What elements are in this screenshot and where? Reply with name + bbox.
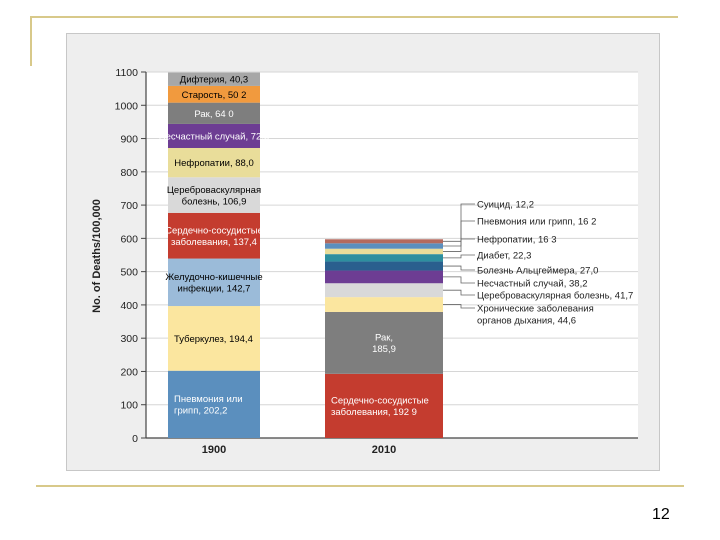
y-axis-ticks: 0 100 200 300 400 500 600 700 800 900 1000 1100 [115,67,146,445]
bar-segment [325,311,443,374]
x-tick-label: 2010 [372,444,396,456]
bar-1900-segment-label: Рак, 64 0 [194,109,233,120]
bar-2010-segment-label: Рак, [375,333,393,344]
callout-label: Болезнь Альцгеймера, 27,0 [477,266,598,277]
y-tick-label: 700 [120,200,138,212]
callout-leader [443,238,475,252]
bar-1900-segment-label: Желудочно-кишечные [165,272,262,283]
y-tick-label: 1000 [115,100,139,112]
bar-1900-segment-label: Несчастный случай, 72,3 [159,131,270,142]
y-tick-label: 900 [120,134,138,146]
callout-label: Хронические заболевания [477,304,594,315]
bar-segment [168,370,260,438]
callout-label: Несчастный случай, 38,2 [477,279,588,290]
bar-1900-segment-label: Сердечно-сосудистые [165,225,263,236]
y-tick-label: 0 [132,433,138,445]
decor-line-top [30,16,678,18]
callout-leader [443,254,475,259]
bar-1900-segment-label: болезнь, 106,9 [182,196,247,207]
y-tick-label: 1100 [115,67,138,79]
y-tick-label: 600 [120,233,138,245]
callout-label: Суицид, 12,2 [477,200,534,211]
bar-1900-segment-label: грипп, 202,2 [174,406,227,417]
callout-leader [443,276,475,284]
decor-line-left [30,16,32,66]
bar-2010-segment-label: Сердечно-сосудистые [331,396,429,407]
y-tick-label: 800 [120,167,138,179]
stacked-bar-chart: 0 100 200 300 400 500 600 700 800 900 1000 1100 No.… [91,67,638,456]
bar-segment [325,254,443,262]
y-axis-label: No. of Deaths/100,000 [91,199,103,313]
bar-segment [325,270,443,284]
bar-segment [325,297,443,312]
bar-segment [168,212,260,259]
bar-segment [168,306,260,371]
bar-segment [168,177,260,213]
callout-label: Цереброваскулярная болезнь, 41,7 [477,291,633,302]
callout-leader [443,289,475,296]
bar-1900-segment-label: Пневмония или [174,394,243,405]
bar-2010-segment-label: 185,9 [372,344,396,355]
bar-segment [325,373,443,438]
y-tick-label: 400 [120,300,138,312]
x-tick-label: 1900 [202,444,226,456]
bar-segment [168,147,260,178]
bar-segment [168,102,260,124]
bar-1900-segment-label: Цереброваскулярная [167,185,261,196]
bar-1900-segment-label: заболевания, 137,4 [171,237,257,248]
bar-1900-segment-label: инфекции, 142,7 [178,284,251,295]
bar-segment [168,72,260,86]
y-tick-label: 200 [120,366,138,378]
callout-leader [443,304,475,309]
callout-label: Диабет, 22,3 [477,251,531,262]
bar-1900-segment-label: Нефропатии, 88,0 [174,158,253,169]
callouts: Суицид, 12,2 Пневмония или грипп, 16 2 Неф… [443,200,633,327]
bar-segment [168,258,260,307]
callout-label: органов дыхания, 44,6 [477,316,576,327]
y-tick-label: 100 [120,400,138,412]
bar-segment [325,243,443,249]
callout-label: Пневмония или грипп, 16 2 [477,217,596,228]
y-tick-label: 500 [120,267,138,279]
bar-segment [168,85,260,103]
bar-2010-segment-label: заболевания, 192 9 [331,407,417,418]
slide-number: 12 [652,506,670,523]
callout-leader [443,265,475,271]
chart-frame: 0 100 200 300 400 500 600 700 800 900 1000 1100 No.… [66,33,660,471]
bar-segment [325,248,443,255]
bar-segment [325,239,443,244]
bar-segment [168,123,260,148]
decor-line-bottom [36,485,684,487]
bar-segment [325,261,443,271]
bar-1900-segment-label: Дифтерия, 40,3 [180,75,248,86]
callout-label: Нефропатии, 16 3 [477,235,556,246]
y-tick-label: 300 [120,333,138,345]
callout-leader [443,220,475,247]
x-axis-labels: 1900 2010 [202,444,396,456]
bar-segment [325,283,443,298]
bar-1900-segment-label: Туберкулез, 194,4 [174,334,253,345]
bar-1900-segment-label: Старость, 50 2 [182,90,247,101]
